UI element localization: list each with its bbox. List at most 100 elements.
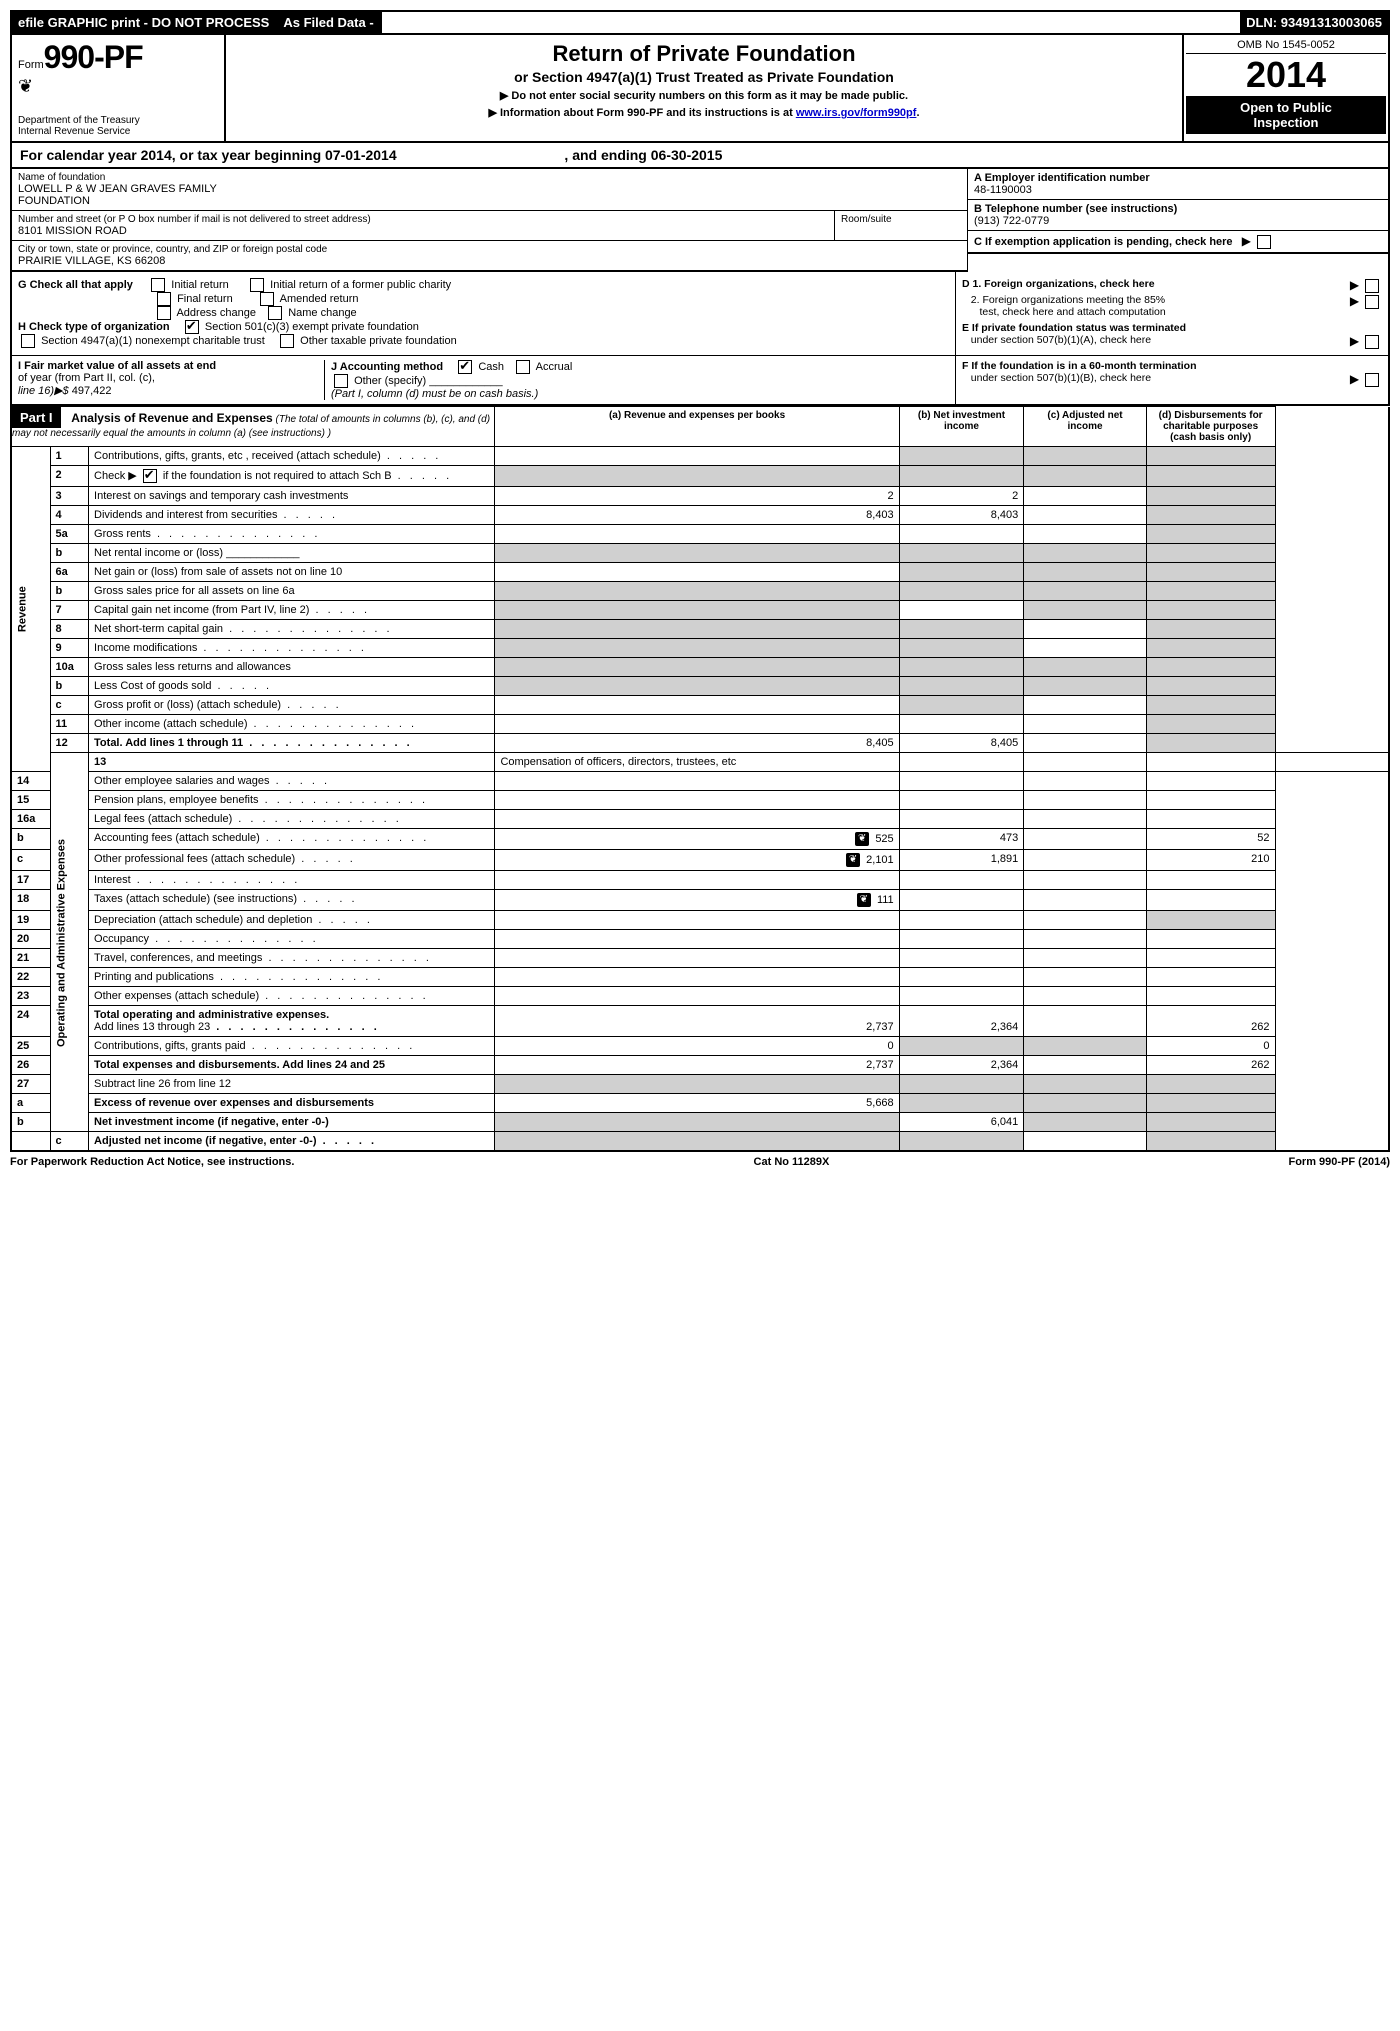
- h-label: H Check type of organization: [18, 321, 170, 333]
- top-bar: efile GRAPHIC print - DO NOT PROCESS As …: [10, 10, 1390, 35]
- form-title: Return of Private Foundation: [232, 41, 1176, 67]
- part1-table: Part I Analysis of Revenue and Expenses …: [10, 406, 1390, 1152]
- table-row: 2 Check ▶ if the foundation is not requi…: [11, 466, 1389, 487]
- info-note: ▶ Information about Form 990-PF and its …: [232, 106, 1176, 119]
- d1-label: D 1. Foreign organizations, check here: [962, 278, 1155, 290]
- dln: DLN: 93491313003065: [1240, 12, 1388, 33]
- phone-label: B Telephone number (see instructions): [974, 203, 1382, 215]
- table-row: cAdjusted net income (if negative, enter…: [11, 1132, 1389, 1152]
- ijf-row: I Fair market value of all assets at end…: [10, 356, 1390, 406]
- table-row: 9Income modifications: [11, 639, 1389, 658]
- table-row: 27Subtract line 26 from line 12: [11, 1075, 1389, 1094]
- form-subtitle: or Section 4947(a)(1) Trust Treated as P…: [232, 69, 1176, 85]
- calendar-year-row: For calendar year 2014, or tax year begi…: [10, 143, 1390, 169]
- tax-year: 2014: [1186, 54, 1386, 96]
- table-row: 8Net short-term capital gain: [11, 620, 1389, 639]
- table-row: 12Total. Add lines 1 through 11 8,4058,4…: [11, 734, 1389, 753]
- j-other-checkbox[interactable]: [334, 374, 348, 388]
- table-row: aExcess of revenue over expenses and dis…: [11, 1094, 1389, 1113]
- table-row: 18Taxes (attach schedule) (see instructi…: [11, 890, 1389, 911]
- table-row: cOther professional fees (attach schedul…: [11, 850, 1389, 871]
- d2-label-a: 2. Foreign organizations meeting the 85%: [971, 294, 1165, 306]
- e-checkbox[interactable]: [1365, 335, 1379, 349]
- table-row: 3Interest on savings and temporary cash …: [11, 487, 1389, 506]
- table-row: bNet investment income (if negative, ent…: [11, 1113, 1389, 1132]
- e-label-2: under section 507(b)(1)(A), check here: [971, 334, 1151, 346]
- table-row: 26Total expenses and disbursements. Add …: [11, 1056, 1389, 1075]
- addr-label: Number and street (or P O box number if …: [18, 214, 828, 225]
- h-4947-checkbox[interactable]: [21, 334, 35, 348]
- table-row: 4Dividends and interest from securities …: [11, 506, 1389, 525]
- expenses-rotated-label: Operating and Administrative Expenses: [50, 753, 89, 1132]
- ein-label: A Employer identification number: [974, 172, 1382, 184]
- foundation-name-1: LOWELL P & W JEAN GRAVES FAMILY: [18, 183, 961, 195]
- table-row: 15Pension plans, employee benefits: [11, 791, 1389, 810]
- g-initial-former-checkbox[interactable]: [250, 278, 264, 292]
- e-label-1: E If private foundation status was termi…: [962, 322, 1186, 334]
- d2-label-b: test, check here and attach computation: [980, 306, 1166, 318]
- g-name-checkbox[interactable]: [268, 306, 282, 320]
- ssn-note: ▶ Do not enter social security numbers o…: [232, 89, 1176, 102]
- page-footer: For Paperwork Reduction Act Notice, see …: [10, 1152, 1390, 1168]
- part1-title: Analysis of Revenue and Expenses: [71, 411, 272, 425]
- irs-logo-icon: ❦: [18, 76, 218, 97]
- table-row: 5aGross rents: [11, 525, 1389, 544]
- as-filed: As Filed Data -: [277, 12, 381, 33]
- i-value: 497,422: [72, 385, 112, 397]
- irs-link[interactable]: www.irs.gov/form990pf: [796, 107, 917, 119]
- j-note: (Part I, column (d) must be on cash basi…: [331, 388, 538, 400]
- city-label: City or town, state or province, country…: [18, 244, 961, 255]
- open-to-public: Open to Public Inspection: [1186, 96, 1386, 134]
- col-a-header: (a) Revenue and expenses per books: [495, 407, 899, 447]
- g-label: G Check all that apply: [18, 279, 133, 291]
- f-checkbox[interactable]: [1365, 373, 1379, 387]
- schedule-icon[interactable]: ❦: [846, 853, 860, 867]
- j-cash-checkbox[interactable]: [458, 360, 472, 374]
- c-checkbox[interactable]: [1257, 235, 1271, 249]
- j-accrual-checkbox[interactable]: [516, 360, 530, 374]
- col-d-header: (d) Disbursements for charitable purpose…: [1146, 407, 1275, 447]
- i-line: line 16)▶$: [18, 385, 69, 397]
- room-label: Room/suite: [841, 214, 961, 225]
- table-row: bNet rental income or (loss) ___________…: [11, 544, 1389, 563]
- city-state-zip: PRAIRIE VILLAGE, KS 66208: [18, 255, 961, 267]
- table-row: bAccounting fees (attach schedule) ❦ 525…: [11, 829, 1389, 850]
- c-label: C If exemption application is pending, c…: [974, 236, 1233, 248]
- efile-notice: efile GRAPHIC print - DO NOT PROCESS: [12, 12, 277, 33]
- i-sub: of year (from Part II, col. (c),: [18, 372, 155, 384]
- street-address: 8101 MISSION ROAD: [18, 225, 828, 237]
- table-row: 23Other expenses (attach schedule): [11, 987, 1389, 1006]
- table-row: 22Printing and publications: [11, 968, 1389, 987]
- g-amended-checkbox[interactable]: [260, 292, 274, 306]
- form-word: Form: [18, 59, 44, 71]
- foundation-name-2: FOUNDATION: [18, 195, 961, 207]
- form-header: Form990-PF ❦ Department of the Treasury …: [10, 35, 1390, 143]
- table-row: bGross sales price for all assets on lin…: [11, 582, 1389, 601]
- d1-checkbox[interactable]: [1365, 279, 1379, 293]
- name-label: Name of foundation: [18, 172, 961, 183]
- schedule-icon[interactable]: ❦: [857, 893, 871, 907]
- f-label-1: F If the foundation is in a 60-month ter…: [962, 360, 1197, 372]
- table-row: 7Capital gain net income (from Part IV, …: [11, 601, 1389, 620]
- table-row: 25Contributions, gifts, grants paid 00: [11, 1037, 1389, 1056]
- table-row: 14Other employee salaries and wages: [11, 772, 1389, 791]
- g-initial-checkbox[interactable]: [151, 278, 165, 292]
- d2-checkbox[interactable]: [1365, 295, 1379, 309]
- part1-label: Part I: [12, 407, 61, 428]
- i-label: I Fair market value of all assets at end: [18, 360, 216, 372]
- h-other-checkbox[interactable]: [280, 334, 294, 348]
- table-row: 11Other income (attach schedule): [11, 715, 1389, 734]
- entity-info: Name of foundation LOWELL P & W JEAN GRA…: [10, 169, 1390, 272]
- cat-no: Cat No 11289X: [754, 1156, 830, 1168]
- phone: (913) 722-0779: [974, 215, 1382, 227]
- h-501c3-checkbox[interactable]: [185, 320, 199, 334]
- schedule-icon[interactable]: ❦: [855, 832, 869, 846]
- irs: Internal Revenue Service: [18, 126, 218, 137]
- g-final-checkbox[interactable]: [157, 292, 171, 306]
- schb-checkbox[interactable]: [143, 469, 157, 483]
- table-row: 21Travel, conferences, and meetings: [11, 949, 1389, 968]
- g-address-checkbox[interactable]: [157, 306, 171, 320]
- table-row: 10aGross sales less returns and allowanc…: [11, 658, 1389, 677]
- col-c-header: (c) Adjusted net income: [1024, 407, 1146, 447]
- dept-treasury: Department of the Treasury: [18, 115, 218, 126]
